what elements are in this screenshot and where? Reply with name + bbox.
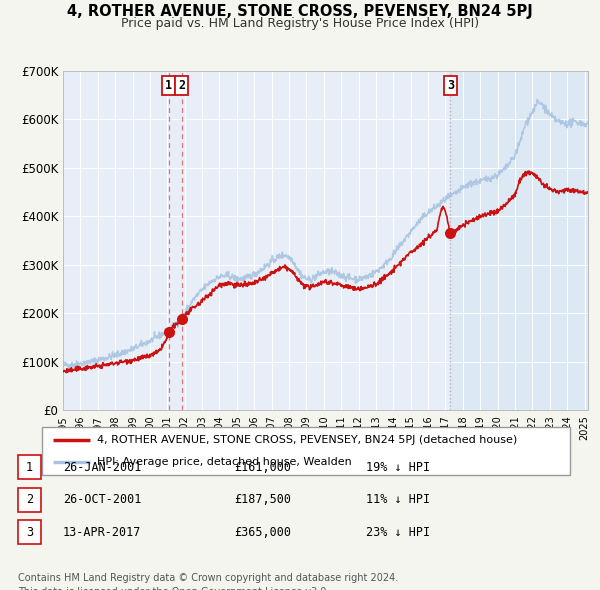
Text: 4, ROTHER AVENUE, STONE CROSS, PEVENSEY, BN24 5PJ: 4, ROTHER AVENUE, STONE CROSS, PEVENSEY,… [67, 4, 533, 19]
Text: 1: 1 [26, 461, 33, 474]
Text: £365,000: £365,000 [234, 526, 291, 539]
Text: 1: 1 [165, 79, 172, 92]
Text: Contains HM Land Registry data © Crown copyright and database right 2024.
This d: Contains HM Land Registry data © Crown c… [18, 573, 398, 590]
Text: 26-OCT-2001: 26-OCT-2001 [63, 493, 142, 506]
Text: 3: 3 [26, 526, 33, 539]
Bar [451, 71, 588, 410]
Text: 13-APR-2017: 13-APR-2017 [63, 526, 142, 539]
Text: £187,500: £187,500 [234, 493, 291, 506]
Text: 19% ↓ HPI: 19% ↓ HPI [366, 461, 430, 474]
Text: 26-JAN-2001: 26-JAN-2001 [63, 461, 142, 474]
Text: 23% ↓ HPI: 23% ↓ HPI [366, 526, 430, 539]
Text: 3: 3 [447, 79, 454, 92]
Text: £161,000: £161,000 [234, 461, 291, 474]
Text: 11% ↓ HPI: 11% ↓ HPI [366, 493, 430, 506]
Text: HPI: Average price, detached house, Wealden: HPI: Average price, detached house, Weal… [97, 457, 352, 467]
Text: Price paid vs. HM Land Registry's House Price Index (HPI): Price paid vs. HM Land Registry's House … [121, 17, 479, 30]
Text: 2: 2 [178, 79, 185, 92]
Text: 4, ROTHER AVENUE, STONE CROSS, PEVENSEY, BN24 5PJ (detached house): 4, ROTHER AVENUE, STONE CROSS, PEVENSEY,… [97, 435, 518, 445]
Text: 2: 2 [26, 493, 33, 506]
